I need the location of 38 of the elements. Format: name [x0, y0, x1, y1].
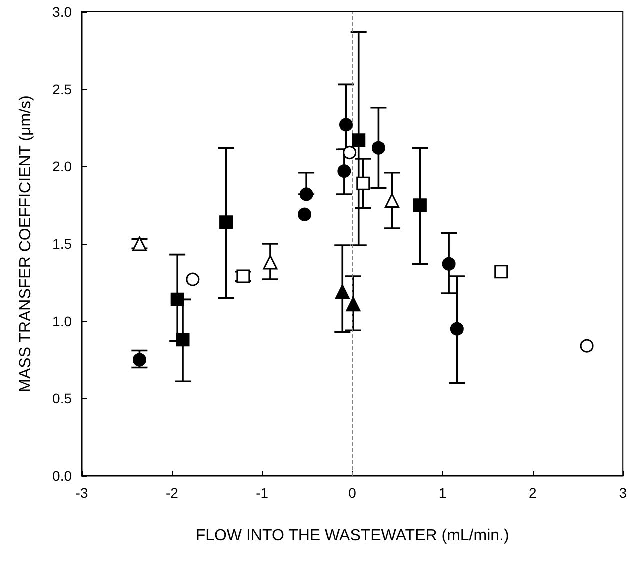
x-tick-label: 1 — [438, 485, 447, 501]
point — [263, 255, 278, 270]
y-tick-label: 1.5 — [52, 236, 72, 252]
point — [413, 198, 427, 212]
point — [580, 339, 594, 353]
point — [132, 353, 146, 367]
point — [450, 322, 464, 336]
x-tick-label: -2 — [166, 485, 179, 501]
point — [352, 134, 366, 148]
x-tick-label: 0 — [348, 485, 357, 501]
y-tick-label: 2.0 — [52, 158, 72, 175]
point — [176, 333, 190, 347]
point — [372, 141, 386, 155]
point — [356, 176, 370, 190]
x-tick-label: 3 — [619, 485, 628, 501]
point — [343, 146, 357, 160]
y-tick-label: 3.0 — [52, 4, 72, 20]
x-tick-label: 2 — [529, 485, 538, 501]
point — [442, 257, 456, 271]
point — [186, 272, 200, 286]
y-axis-title: MASS TRANSFER COEFFICIENT (μm/s) — [18, 96, 34, 392]
y-tick-label: 2.5 — [52, 81, 72, 98]
point — [346, 297, 361, 312]
point — [335, 284, 350, 300]
y-tick-label: 0.0 — [52, 468, 72, 484]
point — [300, 188, 314, 202]
point — [384, 193, 400, 208]
point — [340, 118, 353, 132]
point — [170, 292, 184, 306]
y-tick-label: 1.0 — [52, 313, 72, 330]
y-tick-label: 0.5 — [52, 390, 72, 407]
point — [338, 164, 352, 178]
point — [494, 265, 508, 279]
x-tick-label: -3 — [76, 485, 88, 501]
x-tick-label: -1 — [256, 485, 269, 501]
point — [220, 216, 234, 230]
x-axis-title: FLOW INTO THE WASTEWATER (mL/min.) — [196, 528, 510, 544]
point — [298, 208, 312, 222]
